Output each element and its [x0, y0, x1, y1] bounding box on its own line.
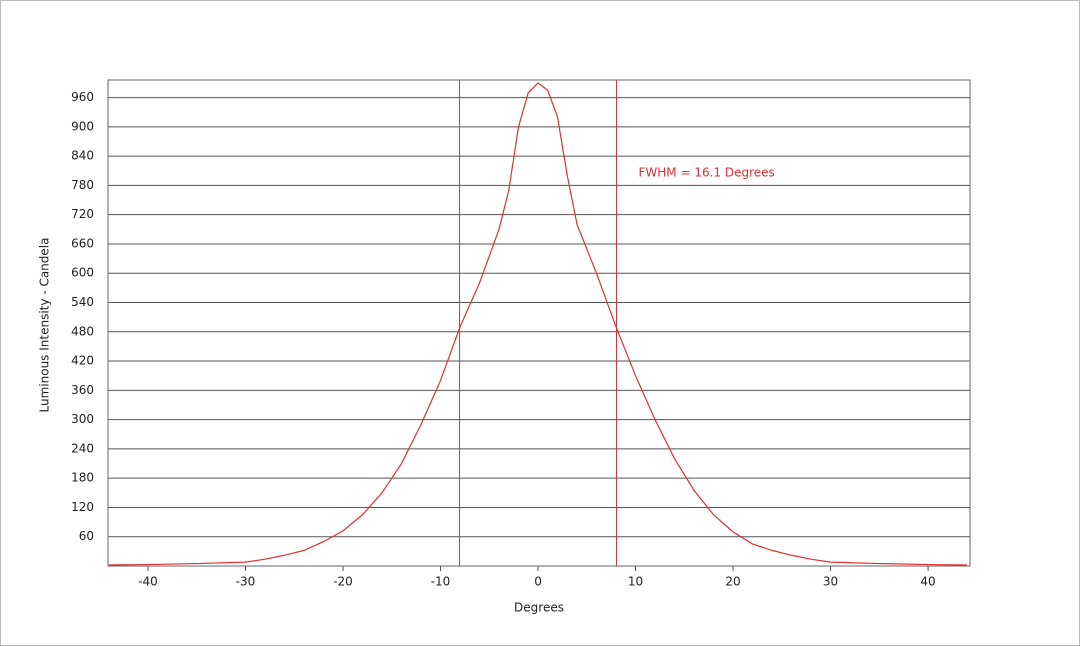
y-tick-label: 480: [71, 324, 94, 338]
y-tick-label: 60: [79, 529, 94, 543]
y-tick-label: 360: [71, 383, 94, 397]
y-tick-label: 900: [71, 119, 94, 133]
y-axis-label: Luminous Intensity - Candela: [38, 238, 52, 413]
x-tick-label: -10: [431, 575, 451, 589]
x-tick-label: 40: [920, 575, 935, 589]
x-tick-label: -40: [138, 575, 158, 589]
x-tick-label: -30: [236, 575, 256, 589]
x-tick-label: -20: [333, 575, 353, 589]
y-tick-label: 120: [71, 500, 94, 514]
x-tick-label: 10: [628, 575, 643, 589]
x-axis-label: Degrees: [514, 601, 564, 615]
y-tick-label: 660: [71, 236, 94, 250]
line: [108, 82, 968, 566]
y-tick-label: 960: [71, 90, 94, 104]
y-tick-label: 840: [71, 149, 94, 163]
y-tick-label: 420: [71, 354, 94, 368]
y-tick-label: 180: [71, 471, 94, 485]
plot-area: [107, 79, 971, 567]
x-tick-label: 0: [534, 575, 542, 589]
y-tick-label: 300: [71, 412, 94, 426]
y-tick-label: 540: [71, 295, 94, 309]
annotation: FWHM = 16.1 Degrees: [639, 166, 775, 180]
y-tick-label: 600: [71, 266, 94, 280]
x-tick-label: 20: [725, 575, 740, 589]
y-tick-label: 240: [71, 441, 94, 455]
y-tick-label: 780: [71, 178, 94, 192]
x-tick-label: 30: [823, 575, 838, 589]
y-tick-label: 720: [71, 207, 94, 221]
